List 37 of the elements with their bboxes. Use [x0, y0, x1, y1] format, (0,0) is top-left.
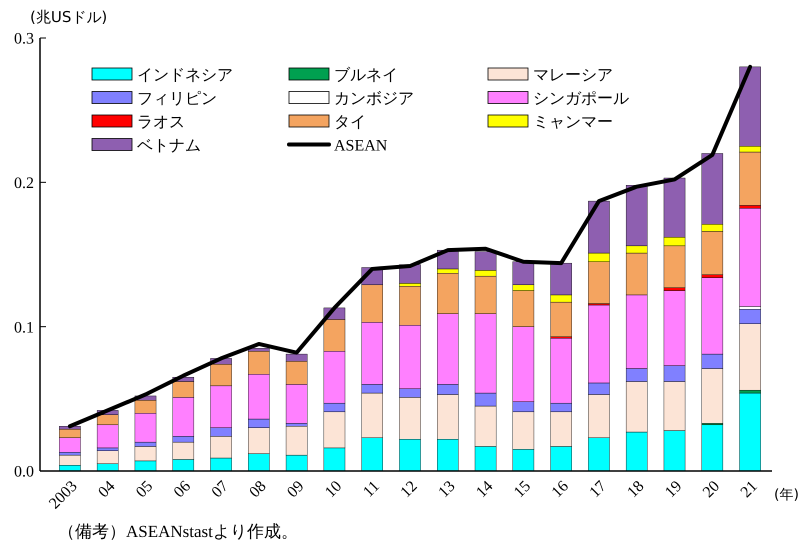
legend-label: ラオス: [137, 112, 185, 131]
legend-label: シンガポール: [533, 88, 629, 108]
x-tick-label: 07: [208, 478, 232, 502]
y-tick-label: 0.1: [14, 319, 34, 336]
bar: [739, 208, 761, 307]
legend-label: タイ: [334, 112, 366, 131]
x-tick-label: 09: [284, 478, 308, 502]
legend-label: ASEAN: [334, 138, 388, 154]
legend-label: マレーシア: [533, 65, 613, 84]
x-tick-label: 13: [435, 478, 459, 502]
legend-label: フィリピン: [137, 88, 217, 108]
x-tick-label: 17: [586, 478, 610, 502]
y-tick-label: 0.2: [14, 174, 34, 192]
x-tick-label: 16: [548, 478, 572, 502]
legend-label: インドネシア: [137, 65, 233, 84]
x-tick-label: 11: [360, 478, 383, 501]
legend-label: ブルネイ: [334, 65, 398, 84]
x-tick-label: 10: [322, 478, 346, 502]
x-tick-label: 19: [662, 478, 686, 502]
legend-label: カンボジア: [334, 88, 414, 108]
y-tick-label: 0.0: [14, 464, 34, 481]
x-tick-label: 21: [738, 478, 761, 502]
x-tick-label: 06: [170, 478, 194, 502]
x-tick-label: 04: [95, 478, 118, 502]
y-axis-title: (兆USドル): [30, 8, 108, 26]
x-tick-label: 12: [397, 478, 421, 502]
legend-label: ミャンマー: [533, 112, 613, 131]
x-tick-label: 05: [132, 478, 156, 502]
x-tick-label: 14: [473, 478, 496, 502]
x-tick-label: 18: [624, 478, 648, 502]
x-tick-label: 08: [246, 478, 270, 502]
legend-label: ベトナム: [137, 136, 201, 154]
x-axis-title: (年): [774, 487, 799, 503]
x-tick-label: 15: [510, 478, 534, 502]
y-tick-label: 0.3: [14, 30, 34, 48]
x-tick-label: 20: [700, 478, 724, 502]
text: （備考）ASEANstastより作成。: [58, 522, 298, 541]
